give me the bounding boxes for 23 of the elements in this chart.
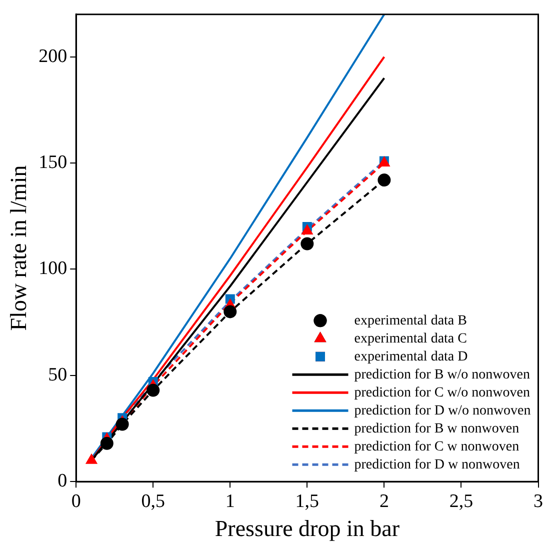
legend-label: prediction for D w/o nonwoven: [354, 403, 531, 418]
legend-label: experimental data D: [354, 349, 468, 364]
legend-label: prediction for C w nonwoven: [354, 439, 520, 454]
x-tick-label: 1: [225, 490, 235, 512]
y-tick-label: 200: [38, 46, 68, 67]
x-tick-label: 2,5: [449, 490, 474, 512]
legend-label: experimental data C: [354, 331, 467, 346]
y-axis-title: Flow rate in l/min: [6, 164, 31, 331]
x-tick-label: 0: [71, 490, 81, 512]
x-tick-label: 0,5: [141, 490, 165, 512]
legend-label: prediction for B w nonwoven: [354, 421, 520, 436]
y-tick-label: 150: [38, 152, 68, 174]
legend-label: prediction for B w/o nonwoven: [354, 367, 530, 382]
x-tick-label: 2: [379, 490, 389, 512]
legend-label: prediction for D w nonwoven: [354, 457, 520, 472]
y-tick-label: 50: [48, 364, 68, 386]
x-tick-label: 1,5: [295, 490, 320, 512]
y-tick-label: 100: [38, 258, 68, 280]
y-tick-label: 0: [58, 470, 68, 492]
legend-label: prediction for C w/o nonwoven: [354, 385, 530, 400]
x-axis-title: Pressure drop in bar: [214, 516, 400, 542]
x-tick-label: 3: [534, 490, 543, 512]
legend-label: experimental data B: [354, 313, 467, 328]
